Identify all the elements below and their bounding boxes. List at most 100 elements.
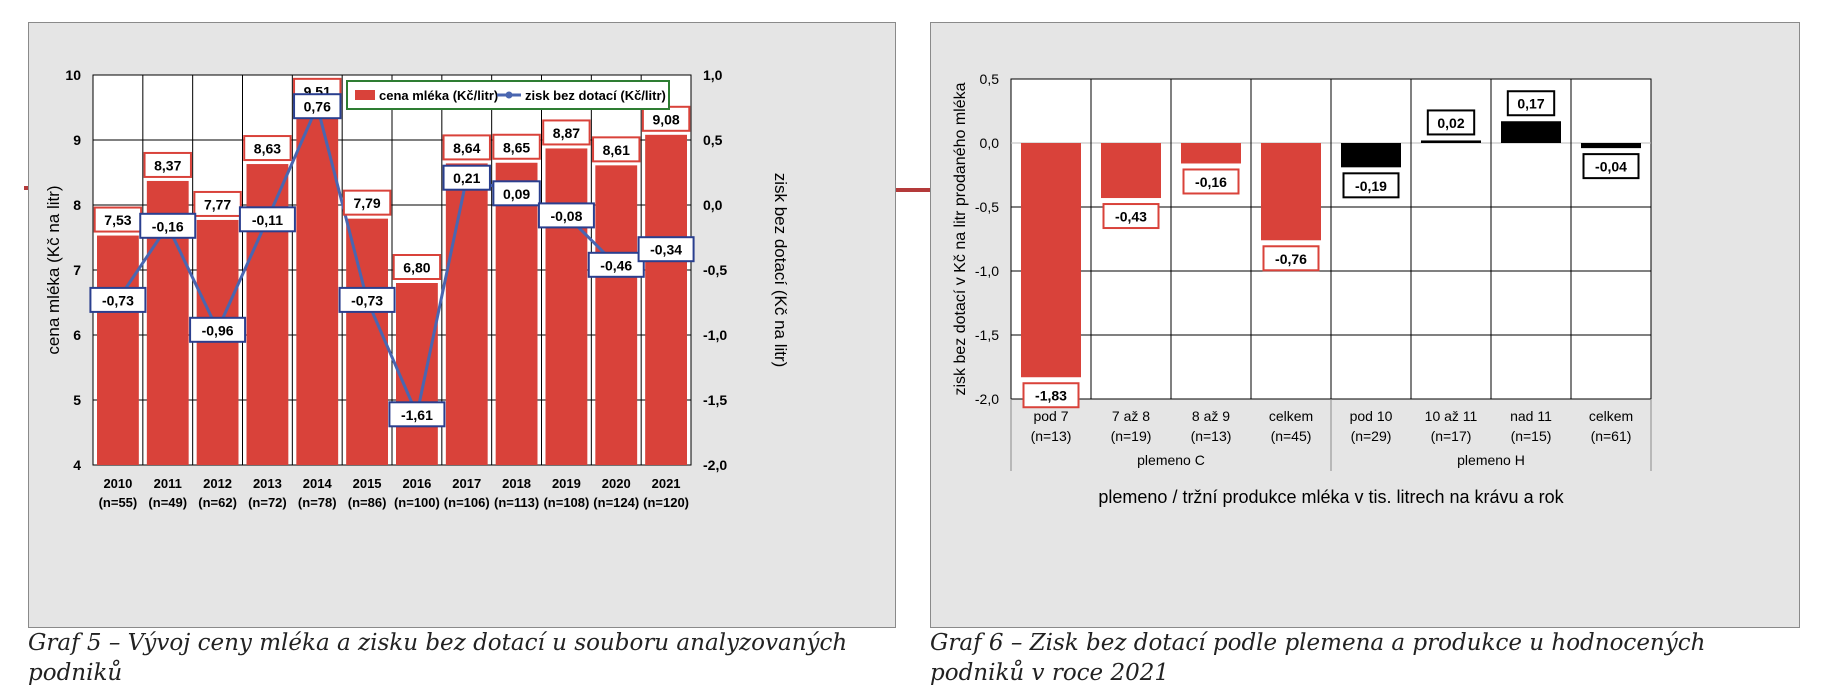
bar-2020 (595, 165, 638, 465)
y-tick-label: -2,0 (975, 391, 999, 407)
legend-item-bar: cena mléka (Kč/litr) (379, 88, 498, 103)
x-tick-count: (n=19) (1111, 428, 1152, 444)
y2-tick-label: -1,0 (703, 327, 727, 343)
bar-1 (1101, 143, 1161, 199)
x-tick-label: nad 11 (1510, 408, 1552, 424)
line-label-2012-box (189, 316, 247, 343)
x-tick-label: celkem (1269, 408, 1313, 424)
bar-label-2013-box (243, 135, 292, 162)
bar-label-6-box (1506, 90, 1556, 117)
bar-2017 (445, 163, 488, 465)
x-tick-count: (n=45) (1271, 428, 1312, 444)
x-tick-count: (n=13) (1191, 428, 1232, 444)
bar-label-2015: 7,79 (353, 195, 380, 211)
bar-2021 (645, 134, 687, 466)
bar-label-4-box (1342, 172, 1400, 199)
bar-label-2016-box (392, 254, 442, 280)
legend-swatch-marker (505, 91, 513, 99)
x-tick-label: 2017 (452, 476, 481, 491)
y2-tick-label: -2,0 (703, 457, 727, 473)
x-tick-count: (n=49) (148, 495, 187, 510)
bar-label-2011: 8,37 (154, 157, 181, 173)
y-tick-label: 9 (73, 132, 81, 148)
bar-label-2010: 7,53 (104, 212, 131, 228)
bar-label-2011-box (143, 151, 192, 178)
line-label-2015: -0,73 (351, 292, 383, 308)
line-label-2013-box (238, 206, 296, 233)
y-tick-label: 4 (73, 457, 81, 473)
bar-label-7-box (1582, 153, 1640, 180)
caption-graf6: Graf 6 – Zisk bez dotací podle plemena a… (930, 630, 1706, 686)
y-tick-label: 10 (65, 67, 81, 83)
chart-graf5: 7,538,377,778,639,517,796,808,64 8,658,87… (44, 67, 790, 510)
bar-5 (1421, 140, 1481, 143)
x-tick-count: (n=86) (348, 495, 387, 510)
x-tick-label: 2020 (602, 476, 631, 491)
line-label-2020: -0,46 (600, 257, 632, 273)
line-label-2017: 0,21 (453, 170, 480, 186)
y2-tick-label: 1,0 (703, 67, 723, 83)
line-label-2010: -0,73 (102, 292, 134, 308)
group-label: plemeno C (1137, 452, 1205, 468)
x-tick-label: 2016 (402, 476, 431, 491)
y2-tick-label: 0,5 (703, 132, 723, 148)
bar-label-2016: 6,80 (403, 260, 430, 276)
bar-label-3-box (1262, 245, 1320, 272)
bar-2016 (396, 283, 438, 465)
x-tick-label: pod 7 (1033, 408, 1068, 424)
bar-label-1-box (1102, 203, 1160, 230)
bar-label-3: -0,76 (1275, 251, 1307, 267)
chart-graf6: -2,0 -1,5 -1,0 -0,5 0,0 0,5 -1,83 -0,43 -0,16 -0,… (952, 71, 1652, 507)
bar-6 (1501, 121, 1561, 143)
bar-2015 (346, 218, 388, 465)
x-tick-count: (n=17) (1431, 428, 1472, 444)
bar-0 (1021, 143, 1081, 378)
y2-axis-title: zisk bez dotací (Kč na litr) (771, 173, 790, 368)
line-label-2020-box (587, 251, 645, 278)
bar-2 (1181, 143, 1241, 164)
x-tick-label: 8 až 9 (1192, 408, 1230, 424)
x-tick-count: (n=61) (1591, 428, 1632, 444)
legend-item-line: zisk bez dotací (Kč/litr) (525, 88, 666, 103)
x-tick-label: 2013 (253, 476, 282, 491)
bar-label-2020-box (592, 136, 641, 163)
bar-label-2015-box (342, 189, 392, 216)
line-label-2015-box (338, 286, 396, 313)
bar-label-2018: 8,65 (503, 139, 530, 155)
x-tick-count: (n=106) (444, 495, 490, 510)
line-label-2011-box (139, 212, 197, 239)
x-tick-label: 2021 (652, 476, 681, 491)
line-label-2017-box (442, 164, 491, 191)
chart-panel-graf5: 7,53 8,37 7,77 8,63 9,51 7,79 6,80 8,64 8,65 8,87… (28, 22, 896, 628)
legend-swatch-bar (355, 90, 375, 100)
bar-label-5-box (1426, 109, 1476, 136)
line-label-2011: -0,16 (152, 218, 184, 234)
bar-label-6: 0,17 (1517, 96, 1544, 112)
x-tick-count: (n=78) (298, 495, 337, 510)
bar-label-2019-box (542, 119, 591, 146)
bar-label-2012-box (193, 190, 242, 217)
y-tick-label: 0,0 (980, 135, 1000, 151)
bar-label-0-box (1022, 382, 1080, 409)
x-tick-count: (n=29) (1351, 428, 1392, 444)
y-axis-title: cena mléka (Kč na litr) (44, 185, 63, 354)
x-tick-count: (n=13) (1031, 428, 1072, 444)
x-tick-label: pod 10 (1350, 408, 1393, 424)
x-tick-count: (n=55) (99, 495, 138, 510)
y-tick-label: -0,5 (975, 199, 999, 215)
chart-panel-graf6: -2,0 -1,5 -1,0 -0,5 0,0 0,5 -1,83 -0,43 -0,16 -0,… (930, 22, 1800, 628)
bar-label-2020: 8,61 (603, 142, 630, 158)
line-label-2019: -0,08 (550, 208, 582, 224)
bar-2018 (495, 162, 538, 465)
bar-label-1: -0,43 (1115, 209, 1147, 225)
x-tick-label: 10 až 11 (1425, 408, 1478, 424)
group-label: plemeno H (1457, 452, 1525, 468)
y-tick-label: 5 (73, 392, 81, 408)
line-label-2014-box (293, 93, 342, 120)
bar-label-7: -0,04 (1595, 159, 1627, 175)
y-tick-label: -1,0 (975, 263, 999, 279)
bar-label-2: -0,16 (1195, 174, 1227, 190)
x-axis-title: plemeno / tržní produkce mléka v tis. li… (1098, 487, 1564, 507)
y-tick-label: 6 (73, 327, 81, 343)
line-label-2016: -1,61 (401, 407, 433, 423)
